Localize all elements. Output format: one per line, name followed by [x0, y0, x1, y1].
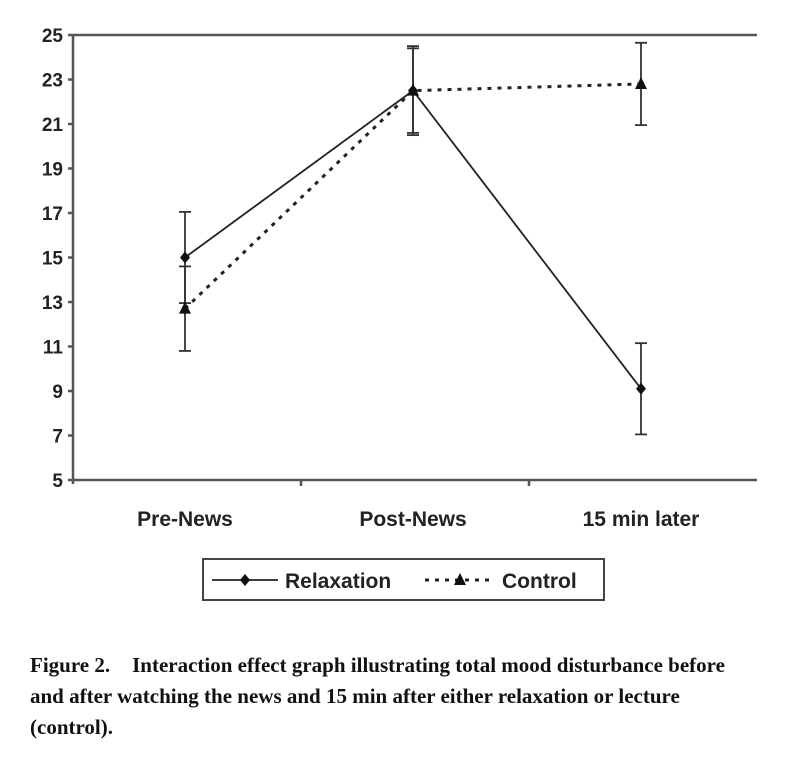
x-tick-label: Post-News: [359, 508, 466, 531]
legend-label-relaxation: Relaxation: [285, 570, 391, 593]
caption-label: Figure 2.: [30, 653, 111, 677]
legend-label-control: Control: [502, 570, 577, 593]
y-tick-label: 5: [52, 471, 63, 492]
y-tick-label: 17: [42, 204, 63, 225]
data-point-triangle: [635, 76, 647, 89]
legend: Relaxation Control: [202, 558, 605, 601]
y-tick-label: 21: [42, 115, 64, 136]
y-tick-label: 7: [52, 427, 63, 448]
data-point-triangle: [179, 301, 191, 314]
y-tick-label: 23: [42, 71, 63, 92]
y-tick-label: 15: [42, 249, 64, 270]
y-tick-label: 9: [52, 382, 63, 403]
data-point-triangle: [407, 83, 419, 96]
x-tick-label: Pre-News: [137, 508, 233, 531]
line-chart: 5 7 9 11 13 15 17 19 21 23 25 Pre-News Post-News 15 m…: [42, 26, 757, 601]
y-tick-label: 25: [42, 26, 64, 47]
x-tick-label: 15 min later: [583, 508, 700, 531]
y-tick-label: 13: [42, 293, 63, 314]
y-tick-label: 19: [42, 160, 63, 181]
data-point-diamond: [180, 251, 190, 264]
data-point-diamond: [636, 382, 646, 395]
figure-caption: Figure 2. Interaction effect graph illust…: [30, 650, 750, 743]
caption-text: Interaction effect graph illustrating to…: [30, 653, 725, 739]
legend-marker-diamond: [240, 574, 250, 586]
y-tick-label: 11: [43, 338, 64, 359]
legend-marker-triangle: [454, 573, 466, 585]
